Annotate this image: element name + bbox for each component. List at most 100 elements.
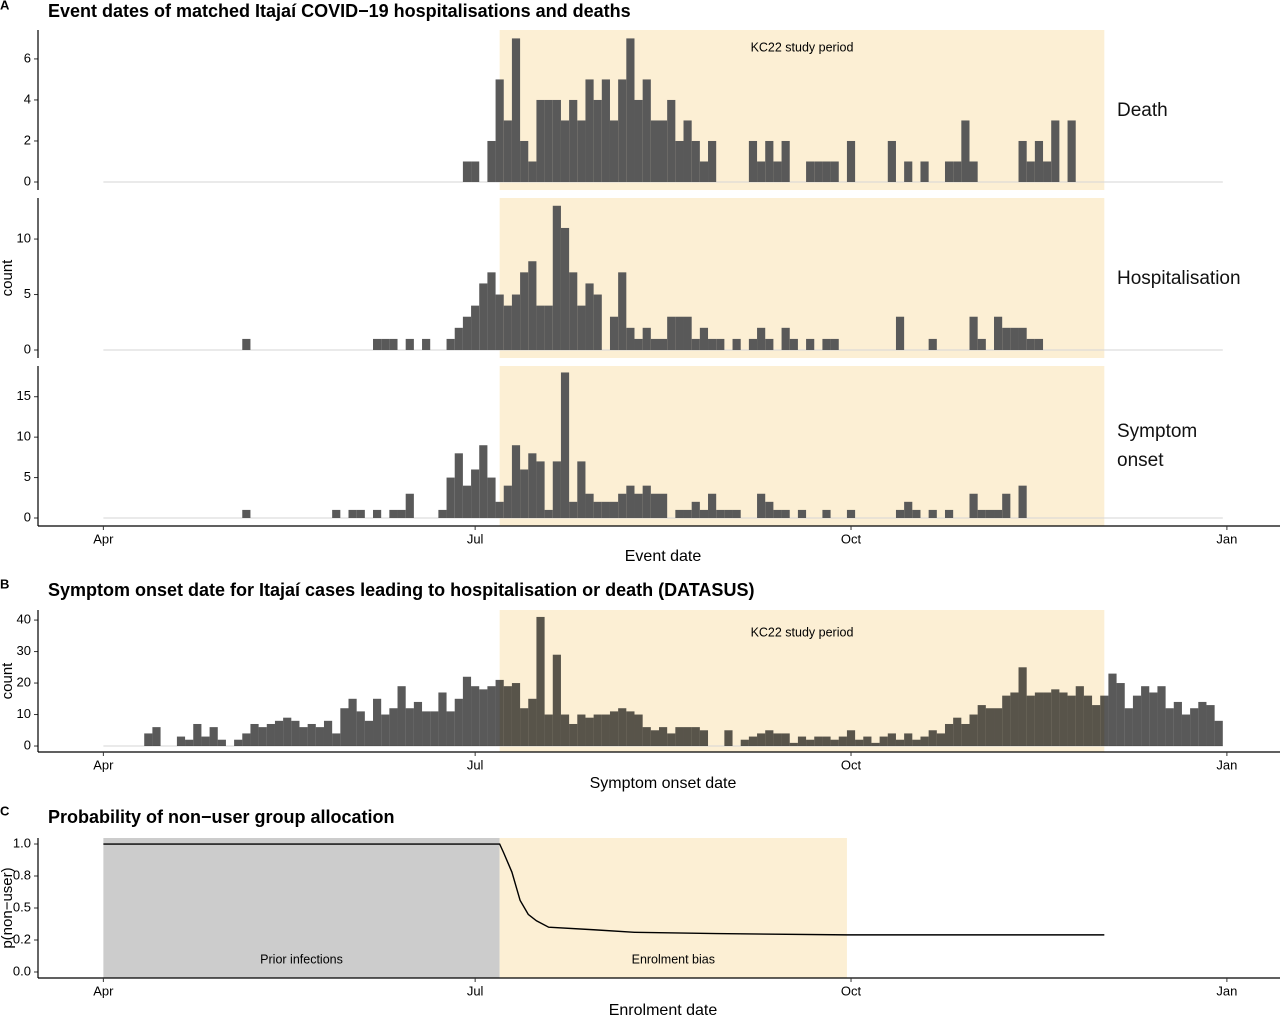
histogram-bar bbox=[356, 509, 365, 518]
histogram-bar bbox=[634, 338, 643, 351]
histogram-bar bbox=[569, 723, 578, 747]
shaded-region bbox=[103, 838, 500, 978]
histogram-bar bbox=[593, 714, 602, 747]
histogram-bar bbox=[691, 501, 700, 518]
histogram-bar bbox=[462, 485, 472, 518]
histogram-bar bbox=[234, 739, 243, 747]
histogram-bar bbox=[969, 161, 978, 182]
histogram-bar bbox=[822, 509, 831, 518]
x-tick-label: Apr bbox=[93, 983, 114, 998]
y-tick-label: 5 bbox=[24, 469, 31, 484]
histogram-bar bbox=[1002, 493, 1011, 518]
histogram-bar bbox=[822, 161, 831, 182]
histogram-bar bbox=[1075, 686, 1084, 747]
histogram-bar bbox=[536, 461, 545, 518]
histogram-bar bbox=[944, 509, 954, 518]
histogram-bar bbox=[985, 509, 995, 518]
histogram-bar bbox=[528, 161, 537, 182]
histogram-bar bbox=[822, 736, 831, 747]
histogram-bar bbox=[560, 227, 570, 351]
histogram-bar bbox=[1206, 705, 1215, 747]
histogram-bar bbox=[520, 469, 529, 518]
histogram-bar bbox=[536, 616, 545, 747]
histogram-bar bbox=[928, 338, 937, 351]
histogram-bar bbox=[479, 445, 488, 518]
x-tick-label: Jul bbox=[467, 983, 484, 998]
histogram-bar bbox=[1067, 695, 1076, 747]
y-tick-label: 4 bbox=[24, 91, 31, 106]
histogram-bar bbox=[797, 736, 807, 747]
histogram-bar bbox=[299, 727, 308, 747]
histogram-bar bbox=[846, 509, 856, 518]
histogram-bar bbox=[1116, 683, 1125, 747]
histogram-bar bbox=[1018, 327, 1027, 351]
histogram-bar bbox=[977, 338, 986, 351]
histogram-bar bbox=[1132, 695, 1142, 747]
histogram-bar bbox=[634, 99, 643, 182]
histogram-bar bbox=[1198, 701, 1207, 747]
histogram-bar bbox=[846, 730, 856, 747]
histogram-bar bbox=[618, 493, 627, 518]
histogram-bar bbox=[994, 316, 1003, 351]
histogram-bar bbox=[422, 711, 431, 747]
histogram-bar bbox=[977, 509, 986, 518]
histogram-bar bbox=[626, 38, 635, 183]
histogram-bar bbox=[618, 79, 627, 182]
facet-label-text: Symptom onset bbox=[1117, 421, 1198, 471]
histogram-bar bbox=[1018, 485, 1027, 518]
histogram-bar bbox=[1018, 667, 1027, 747]
histogram-bar bbox=[1067, 120, 1076, 182]
histogram-bar bbox=[601, 79, 610, 182]
histogram-bar bbox=[683, 509, 692, 518]
histogram-bar bbox=[699, 509, 709, 518]
y-tick-label: 5 bbox=[24, 286, 31, 301]
histogram-bar bbox=[495, 679, 504, 747]
histogram-bar bbox=[642, 727, 651, 747]
histogram-bar bbox=[536, 305, 545, 351]
histogram-bar bbox=[887, 733, 896, 747]
region-label: Prior infections bbox=[260, 952, 343, 966]
histogram-bar bbox=[1026, 695, 1035, 747]
x-tick-label: Jul bbox=[467, 757, 484, 772]
histogram-bar bbox=[544, 99, 553, 182]
histogram-bar bbox=[144, 733, 153, 747]
histogram-bar bbox=[560, 120, 570, 182]
histogram-bar bbox=[789, 742, 798, 747]
histogram-bar bbox=[462, 161, 472, 182]
histogram-bar bbox=[642, 485, 651, 518]
histogram-bar bbox=[389, 338, 398, 351]
histogram-bar bbox=[994, 509, 1003, 518]
y-tick-label: 10 bbox=[17, 429, 31, 444]
histogram-bar bbox=[1034, 338, 1044, 351]
facet-label: Death bbox=[1117, 30, 1267, 190]
histogram-bar bbox=[536, 99, 545, 182]
histogram-bar bbox=[806, 338, 815, 351]
histogram-bar bbox=[528, 453, 537, 518]
panel-letter: B bbox=[0, 576, 9, 591]
histogram-bar bbox=[748, 338, 758, 351]
x-axis-label: Event date bbox=[625, 548, 702, 565]
histogram-bar bbox=[1018, 140, 1027, 182]
histogram-bar bbox=[781, 733, 790, 747]
histogram-bar bbox=[454, 453, 463, 518]
histogram-bar bbox=[732, 338, 741, 351]
histogram-bar bbox=[659, 338, 668, 351]
probability-line bbox=[103, 843, 1105, 936]
histogram-bar bbox=[773, 509, 782, 518]
histogram-bar bbox=[757, 733, 766, 747]
histogram-bar bbox=[1043, 692, 1052, 747]
histogram-bar bbox=[936, 733, 945, 747]
histogram-bar bbox=[618, 272, 627, 351]
histogram-bar bbox=[985, 708, 995, 747]
histogram-bar bbox=[659, 727, 668, 747]
region-label: KC22 study period bbox=[751, 40, 854, 54]
histogram-bar bbox=[585, 717, 594, 747]
x-tick-label: Oct bbox=[841, 757, 862, 772]
histogram-bar bbox=[1190, 708, 1199, 747]
y-tick-label: 2 bbox=[24, 132, 31, 147]
histogram-bar bbox=[675, 316, 684, 351]
histogram-bar bbox=[560, 714, 570, 747]
histogram-bar bbox=[953, 161, 962, 182]
histogram-bar bbox=[413, 701, 423, 747]
x-tick-label: Oct bbox=[841, 531, 862, 546]
